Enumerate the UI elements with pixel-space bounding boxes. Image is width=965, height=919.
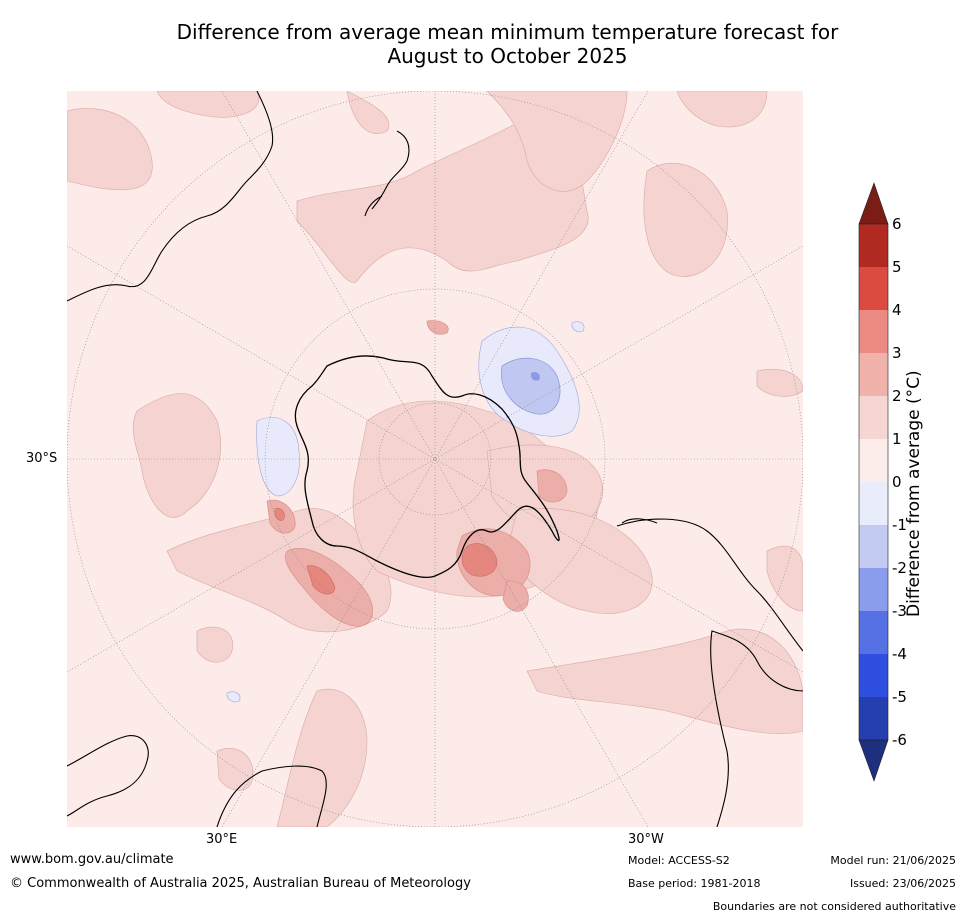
colorbar-tick: 4 [892,301,902,319]
colorbar-tick: 5 [892,258,902,276]
colorbar-swatches [858,182,889,782]
colorbar-swatch-m5-m4 [859,654,888,697]
colorbar-tick: -6 [892,731,907,749]
colorbar-tick: 0 [892,473,902,491]
base-period: Base period: 1981-2018 [628,877,761,890]
colorbar-swatch-m4-m3 [859,611,888,654]
new-zealand-coast [364,130,410,217]
model-name: Model: ACCESS-S2 [628,854,730,867]
antarctica-coast [294,355,560,578]
colorbar-tick: -4 [892,645,907,663]
boundaries-disclaimer: Boundaries are not considered authoritat… [712,900,956,913]
colorbar-swatch-4-5 [859,267,888,310]
colorbar-tick: -5 [892,688,907,706]
graticule [67,91,803,827]
map-canvas [67,91,803,827]
colorbar-swatch-1-2 [859,396,888,439]
forecast-map [67,91,803,827]
colorbar-tick: 1 [892,430,902,448]
colorbar-label: Difference from average (°C) [904,370,924,617]
colorbar-tick: -1 [892,516,907,534]
colorbar-swatch-5-6 [859,224,888,267]
site-url: www.bom.gov.au/climate [10,852,174,867]
colorbar-tick: -2 [892,559,907,577]
colorbar-swatch-m3-m2 [859,568,888,611]
colorbar-swatch-2-3 [859,353,888,396]
colorbar-swatch-m1-0 [859,482,888,525]
longitude-label-30e: 30°E [206,832,238,847]
colorbar-swatch-m6-m5 [859,697,888,740]
anomaly-warm-3-4 [274,508,498,595]
south-america-coast [616,518,803,827]
map-title: Difference from average mean minimum tem… [0,20,965,68]
colorbar-tick: 3 [892,344,902,362]
colorbar-tick: 2 [892,387,902,405]
colorbar: 6 5 4 3 2 1 0 -1 -2 -3 -4 -5 -6 [840,180,960,785]
africa-coast [67,735,327,827]
colorbar-swatch-m2-m1 [859,525,888,568]
model-run-date: Model run: 21/06/2025 [830,854,956,867]
copyright: © Commonwealth of Australia 2025, Austra… [10,876,471,891]
colorbar-tick: 6 [892,215,902,233]
title-line-1: Difference from average mean minimum tem… [176,20,839,44]
colorbar-swatch-3-4 [859,310,888,353]
colorbar-swatch-0-1 [859,439,888,482]
anomaly-cool-m1-m2 [500,357,561,415]
colorbar-tick: -3 [892,602,907,620]
anomaly-cool-m2-m3 [530,372,540,381]
issued-date: Issued: 23/06/2025 [849,877,956,890]
colorbar-swatch-above-6 [858,182,889,225]
colorbar-swatch-below-m6 [858,739,889,782]
title-line-2: August to October 2025 [387,44,628,68]
longitude-label-30w: 30°W [628,832,664,847]
australia-coast [67,91,274,302]
latitude-label-30s: 30°S [26,451,58,466]
